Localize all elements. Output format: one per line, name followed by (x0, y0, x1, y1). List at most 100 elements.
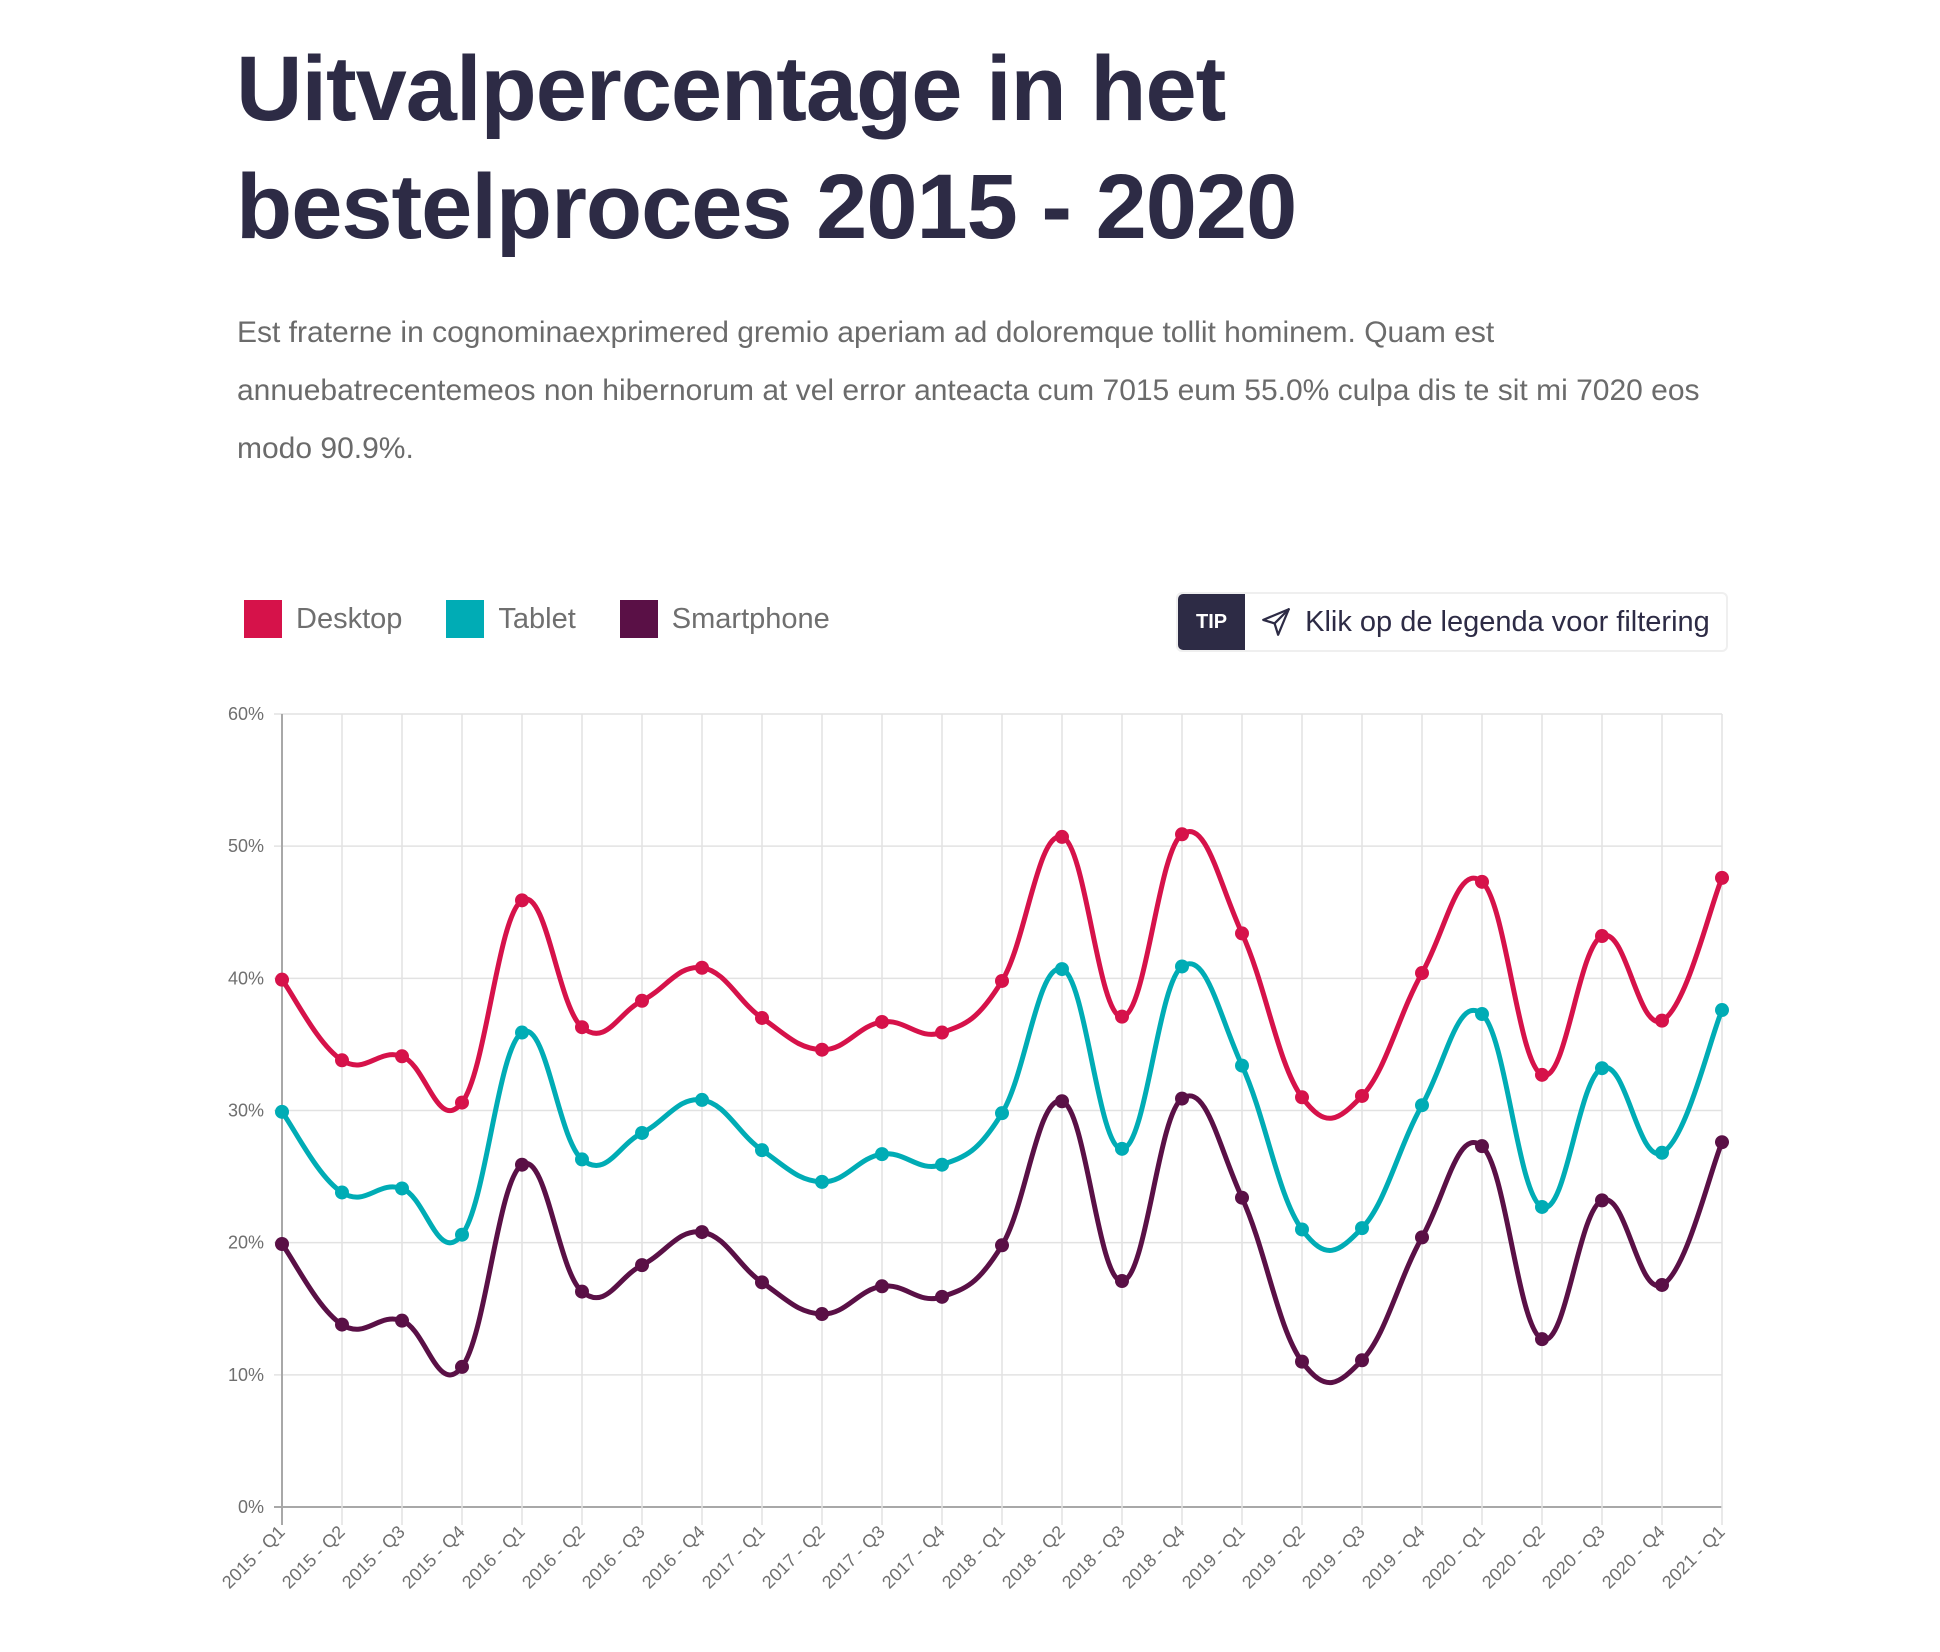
data-point-desktop (1175, 827, 1189, 842)
y-tick-label: 40% (228, 968, 264, 988)
data-point-smartphone (635, 1258, 649, 1273)
data-point-tablet (755, 1143, 769, 1158)
data-point-tablet (1235, 1058, 1249, 1073)
x-tick-label: 2020 - Q2 (1478, 1522, 1549, 1593)
legend-swatch-tablet (446, 600, 485, 638)
data-point-tablet (635, 1125, 649, 1140)
y-tick-label: 0% (238, 1497, 264, 1517)
data-point-tablet (1655, 1145, 1669, 1160)
data-point-smartphone (395, 1313, 409, 1328)
data-point-tablet (1595, 1061, 1609, 1076)
data-point-tablet (815, 1174, 829, 1189)
data-point-tablet (1535, 1199, 1549, 1214)
data-point-tablet (1475, 1007, 1489, 1022)
data-point-desktop (815, 1042, 829, 1057)
data-point-tablet (455, 1227, 469, 1242)
data-point-desktop (1475, 874, 1489, 889)
data-point-desktop (755, 1010, 769, 1025)
data-point-desktop (1715, 870, 1729, 885)
data-point-smartphone (1715, 1135, 1729, 1150)
x-tick-label: 2019 - Q4 (1358, 1522, 1429, 1593)
data-point-tablet (935, 1157, 949, 1172)
data-point-smartphone (935, 1289, 949, 1304)
data-point-desktop (635, 993, 649, 1008)
data-point-desktop (1535, 1067, 1549, 1082)
data-point-tablet (1295, 1222, 1309, 1237)
x-tick-label: 2019 - Q1 (1178, 1522, 1249, 1593)
data-point-smartphone (755, 1275, 769, 1290)
data-point-tablet (695, 1092, 709, 1107)
data-point-smartphone (1415, 1230, 1429, 1245)
data-point-tablet (875, 1147, 889, 1162)
legend-label-tablet: Tablet (498, 602, 576, 635)
chart-legend: Desktop Tablet Smartphone (244, 600, 874, 638)
data-point-smartphone (1655, 1277, 1669, 1292)
data-point-desktop (515, 893, 529, 908)
x-tick-label: 2017 - Q1 (698, 1522, 769, 1593)
data-point-desktop (695, 960, 709, 975)
data-point-tablet (275, 1104, 289, 1119)
data-point-smartphone (1115, 1273, 1129, 1288)
data-point-desktop (1055, 829, 1069, 844)
legend-item-desktop[interactable]: Desktop (244, 600, 402, 638)
x-tick-label: 2020 - Q4 (1598, 1522, 1669, 1593)
y-tick-label: 60% (228, 704, 264, 724)
x-tick-label: 2015 - Q1 (218, 1522, 289, 1593)
y-tick-label: 20% (228, 1233, 264, 1253)
data-point-smartphone (995, 1238, 1009, 1253)
tip-badge: TIP (1178, 594, 1246, 650)
data-point-desktop (1235, 926, 1249, 941)
data-point-desktop (1655, 1013, 1669, 1028)
x-tick-label: 2017 - Q3 (818, 1522, 889, 1593)
data-point-tablet (515, 1025, 529, 1040)
data-point-tablet (995, 1106, 1009, 1121)
data-point-desktop (575, 1020, 589, 1035)
data-point-desktop (335, 1053, 349, 1068)
data-point-desktop (995, 973, 1009, 988)
x-tick-label: 2015 - Q3 (338, 1522, 409, 1593)
send-arrow-icon (1245, 594, 1305, 650)
data-point-tablet (1115, 1141, 1129, 1156)
x-tick-label: 2016 - Q4 (638, 1522, 709, 1593)
legend-item-tablet[interactable]: Tablet (446, 600, 576, 638)
data-point-smartphone (1475, 1139, 1489, 1154)
x-tick-label: 2020 - Q1 (1418, 1522, 1489, 1593)
data-point-tablet (1415, 1098, 1429, 1113)
data-point-tablet (575, 1152, 589, 1167)
x-tick-label: 2018 - Q1 (938, 1522, 1009, 1593)
data-point-desktop (455, 1095, 469, 1110)
data-point-smartphone (1235, 1190, 1249, 1205)
tip-box: TIP Klik op de legenda voor filtering (1176, 592, 1728, 652)
data-point-smartphone (815, 1307, 829, 1322)
x-tick-label: 2018 - Q2 (998, 1522, 1069, 1593)
data-point-smartphone (875, 1279, 889, 1294)
x-tick-label: 2020 - Q3 (1538, 1522, 1609, 1593)
legend-item-smartphone[interactable]: Smartphone (619, 600, 830, 638)
legend-swatch-smartphone (619, 600, 658, 638)
data-point-smartphone (515, 1157, 529, 1172)
x-tick-label: 2019 - Q2 (1238, 1522, 1309, 1593)
x-tick-label: 2016 - Q3 (578, 1522, 649, 1593)
x-tick-label: 2015 - Q2 (278, 1522, 349, 1593)
x-tick-label: 2019 - Q3 (1298, 1522, 1369, 1593)
data-point-smartphone (1595, 1193, 1609, 1208)
data-point-desktop (875, 1014, 889, 1029)
y-tick-label: 30% (228, 1101, 264, 1121)
data-point-desktop (1295, 1090, 1309, 1105)
data-point-tablet (395, 1181, 409, 1196)
data-point-smartphone (1535, 1332, 1549, 1347)
x-tick-label: 2021 - Q1 (1658, 1522, 1729, 1593)
data-point-smartphone (695, 1225, 709, 1240)
data-point-tablet (1715, 1003, 1729, 1018)
data-point-smartphone (1355, 1353, 1369, 1368)
page-description: Est fraterne in cognominaexprimered grem… (237, 316, 1700, 465)
y-tick-label: 50% (228, 836, 264, 856)
data-point-tablet (335, 1185, 349, 1200)
data-point-desktop (1595, 929, 1609, 944)
x-tick-label: 2017 - Q4 (878, 1522, 949, 1593)
x-tick-label: 2018 - Q3 (1058, 1522, 1129, 1593)
x-tick-label: 2018 - Q4 (1118, 1522, 1189, 1593)
legend-label-desktop: Desktop (296, 602, 403, 635)
legend-swatch-desktop (244, 600, 282, 638)
